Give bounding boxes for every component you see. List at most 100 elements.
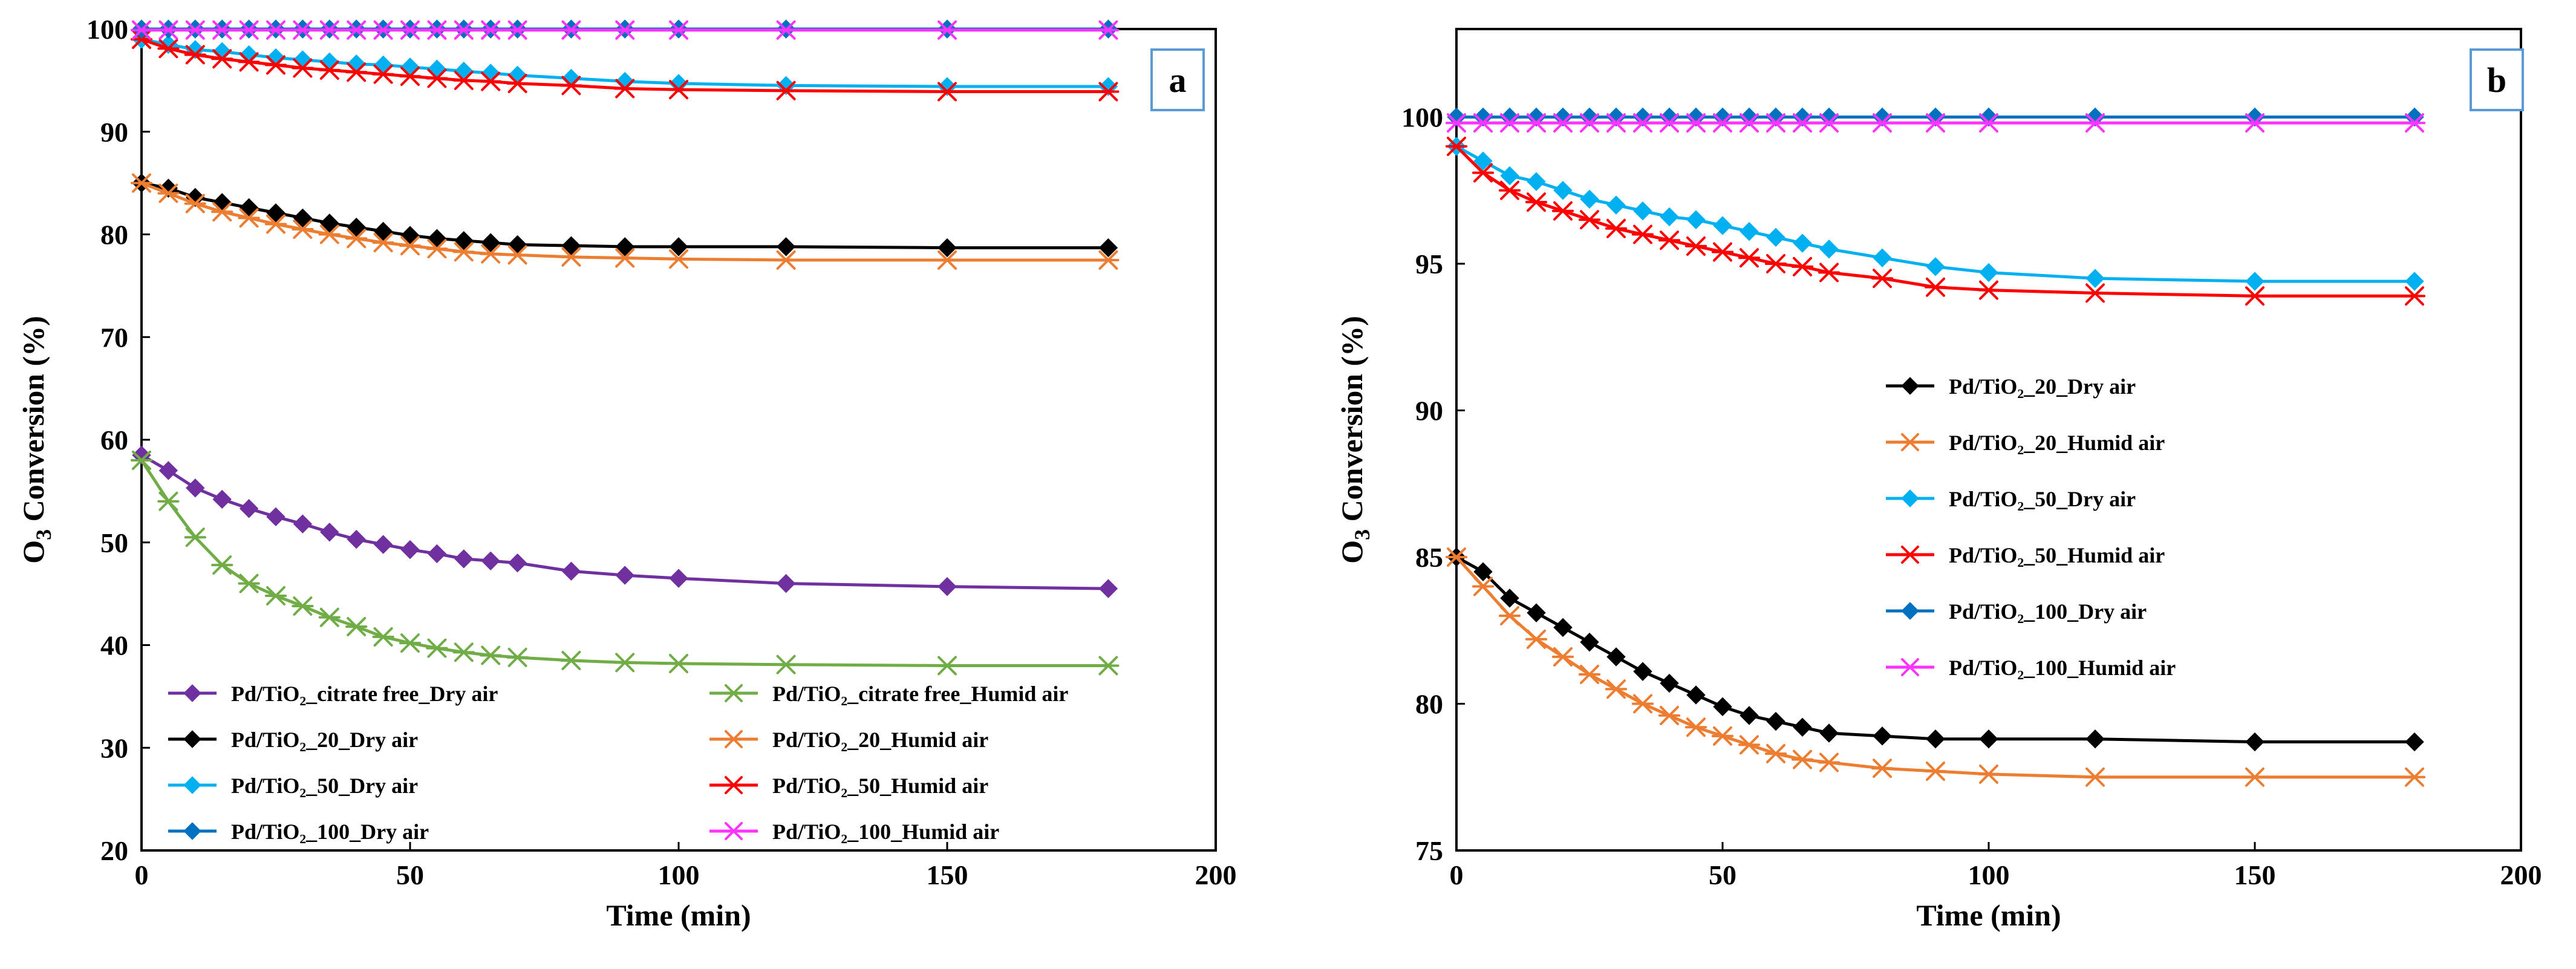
legend-label: Pd/TiO₂_50_Dry air bbox=[1949, 487, 2136, 511]
data-point bbox=[775, 654, 797, 674]
data-point bbox=[318, 224, 341, 244]
legend-item: Pd/TiO₂_50_Humid air bbox=[1886, 543, 2165, 567]
data-point bbox=[1791, 256, 1814, 276]
chart-panel-a: 0 50 100 150 200 20 30 40 50 60 70 80 90 100 Time (min… bbox=[16, 14, 1237, 932]
data-point bbox=[427, 544, 447, 564]
data-point bbox=[1979, 263, 1998, 282]
data-point bbox=[1711, 726, 1734, 746]
data-point bbox=[614, 79, 636, 99]
data-point bbox=[130, 20, 153, 40]
data-point bbox=[399, 20, 422, 40]
data-point bbox=[937, 577, 957, 596]
panel-letter: a bbox=[1169, 60, 1187, 100]
data-point bbox=[426, 638, 448, 658]
data-point bbox=[1578, 210, 1601, 230]
data-point bbox=[454, 61, 474, 81]
data-point bbox=[347, 217, 366, 237]
data-point bbox=[1551, 113, 1574, 133]
data-point bbox=[615, 566, 634, 585]
legend-label: Pd/TiO₂_citrate free_Dry air bbox=[231, 682, 498, 706]
data-point bbox=[238, 573, 260, 593]
data-point bbox=[560, 20, 582, 40]
data-point bbox=[1472, 113, 1495, 133]
data-point bbox=[372, 233, 394, 253]
data-point bbox=[669, 74, 688, 93]
legend-label: Pd/TiO₂_50_Humid air bbox=[1949, 543, 2165, 567]
data-point bbox=[1818, 752, 1841, 772]
data-point bbox=[480, 645, 502, 665]
data-point bbox=[1605, 113, 1628, 133]
x-tick-label: 0 bbox=[135, 860, 149, 890]
data-point bbox=[2085, 269, 2105, 288]
y-tick-label: 80 bbox=[1415, 689, 1443, 720]
data-point bbox=[264, 586, 287, 606]
data-point bbox=[1738, 735, 1761, 755]
y-tick-label: 85 bbox=[1415, 542, 1443, 573]
legend-marker bbox=[183, 822, 201, 840]
data-point bbox=[1979, 729, 1998, 749]
y-tick-label: 70 bbox=[100, 322, 128, 353]
legend-item: Pd/TiO₂_20_Humid air bbox=[709, 728, 988, 752]
legend-item: Pd/TiO₂_20_Humid air bbox=[1886, 431, 2165, 455]
legend-item: Pd/TiO₂_citrate free_Humid air bbox=[709, 682, 1068, 706]
data-point bbox=[238, 52, 260, 72]
data-point bbox=[1711, 242, 1734, 262]
x-tick-label: 50 bbox=[396, 860, 424, 890]
legend-label: Pd/TiO₂_100_Dry air bbox=[1949, 599, 2147, 624]
data-point bbox=[1871, 759, 1894, 778]
data-point bbox=[1977, 280, 2000, 300]
data-point bbox=[2403, 286, 2426, 306]
data-point bbox=[480, 71, 502, 91]
data-point bbox=[667, 654, 690, 674]
data-point bbox=[1472, 576, 1495, 596]
data-point bbox=[561, 561, 581, 581]
series-1 bbox=[1445, 547, 2426, 787]
legend-label: Pd/TiO₂_citrate free_Humid air bbox=[772, 682, 1068, 706]
data-point bbox=[157, 183, 180, 203]
series-7 bbox=[130, 20, 1120, 40]
data-point bbox=[1658, 113, 1681, 133]
data-point bbox=[1633, 662, 1652, 681]
data-point bbox=[211, 555, 233, 575]
data-point bbox=[239, 499, 259, 518]
data-point bbox=[481, 64, 500, 83]
data-point bbox=[1498, 113, 1521, 133]
data-point bbox=[1525, 629, 1548, 649]
y-tick-label: 90 bbox=[100, 117, 128, 148]
legend-marker bbox=[723, 730, 744, 748]
data-point bbox=[345, 62, 368, 82]
data-point bbox=[775, 20, 797, 40]
data-point bbox=[266, 203, 285, 223]
legend-label: Pd/TiO₂_20_Humid air bbox=[1949, 431, 2165, 455]
y-tick-label: 95 bbox=[1415, 249, 1443, 279]
legend-item: Pd/TiO₂_20_Dry air bbox=[168, 728, 418, 752]
data-point bbox=[186, 478, 205, 498]
data-point bbox=[1473, 562, 1493, 581]
data-point bbox=[1740, 221, 1759, 241]
series-2 bbox=[1447, 137, 2424, 291]
data-point bbox=[1445, 137, 1468, 156]
data-point bbox=[1871, 269, 1894, 289]
data-point bbox=[292, 596, 314, 616]
legend-item: Pd/TiO₂_100_Dry air bbox=[168, 820, 429, 844]
legend: Pd/TiO₂_citrate free_Dry air Pd/TiO₂_citr… bbox=[168, 682, 1068, 844]
data-point bbox=[211, 49, 233, 69]
data-point bbox=[1500, 166, 1519, 186]
data-point bbox=[1766, 227, 1785, 247]
legend-marker bbox=[183, 776, 201, 794]
data-point bbox=[2403, 113, 2426, 133]
data-point bbox=[1924, 762, 1947, 781]
data-point bbox=[775, 250, 797, 270]
legend-item: Pd/TiO₂_citrate free_Dry air bbox=[168, 682, 498, 706]
data-point bbox=[1472, 163, 1495, 183]
series-line bbox=[1455, 555, 2415, 744]
series-3 bbox=[130, 173, 1120, 270]
data-point bbox=[936, 82, 959, 102]
data-point bbox=[1098, 579, 1118, 598]
data-point bbox=[667, 249, 690, 269]
legend-item: Pd/TiO₂_100_Humid air bbox=[709, 820, 999, 844]
data-point bbox=[1793, 233, 1812, 253]
series-4 bbox=[1447, 107, 2424, 127]
series-3 bbox=[1445, 137, 2426, 306]
data-point bbox=[1977, 113, 2000, 133]
